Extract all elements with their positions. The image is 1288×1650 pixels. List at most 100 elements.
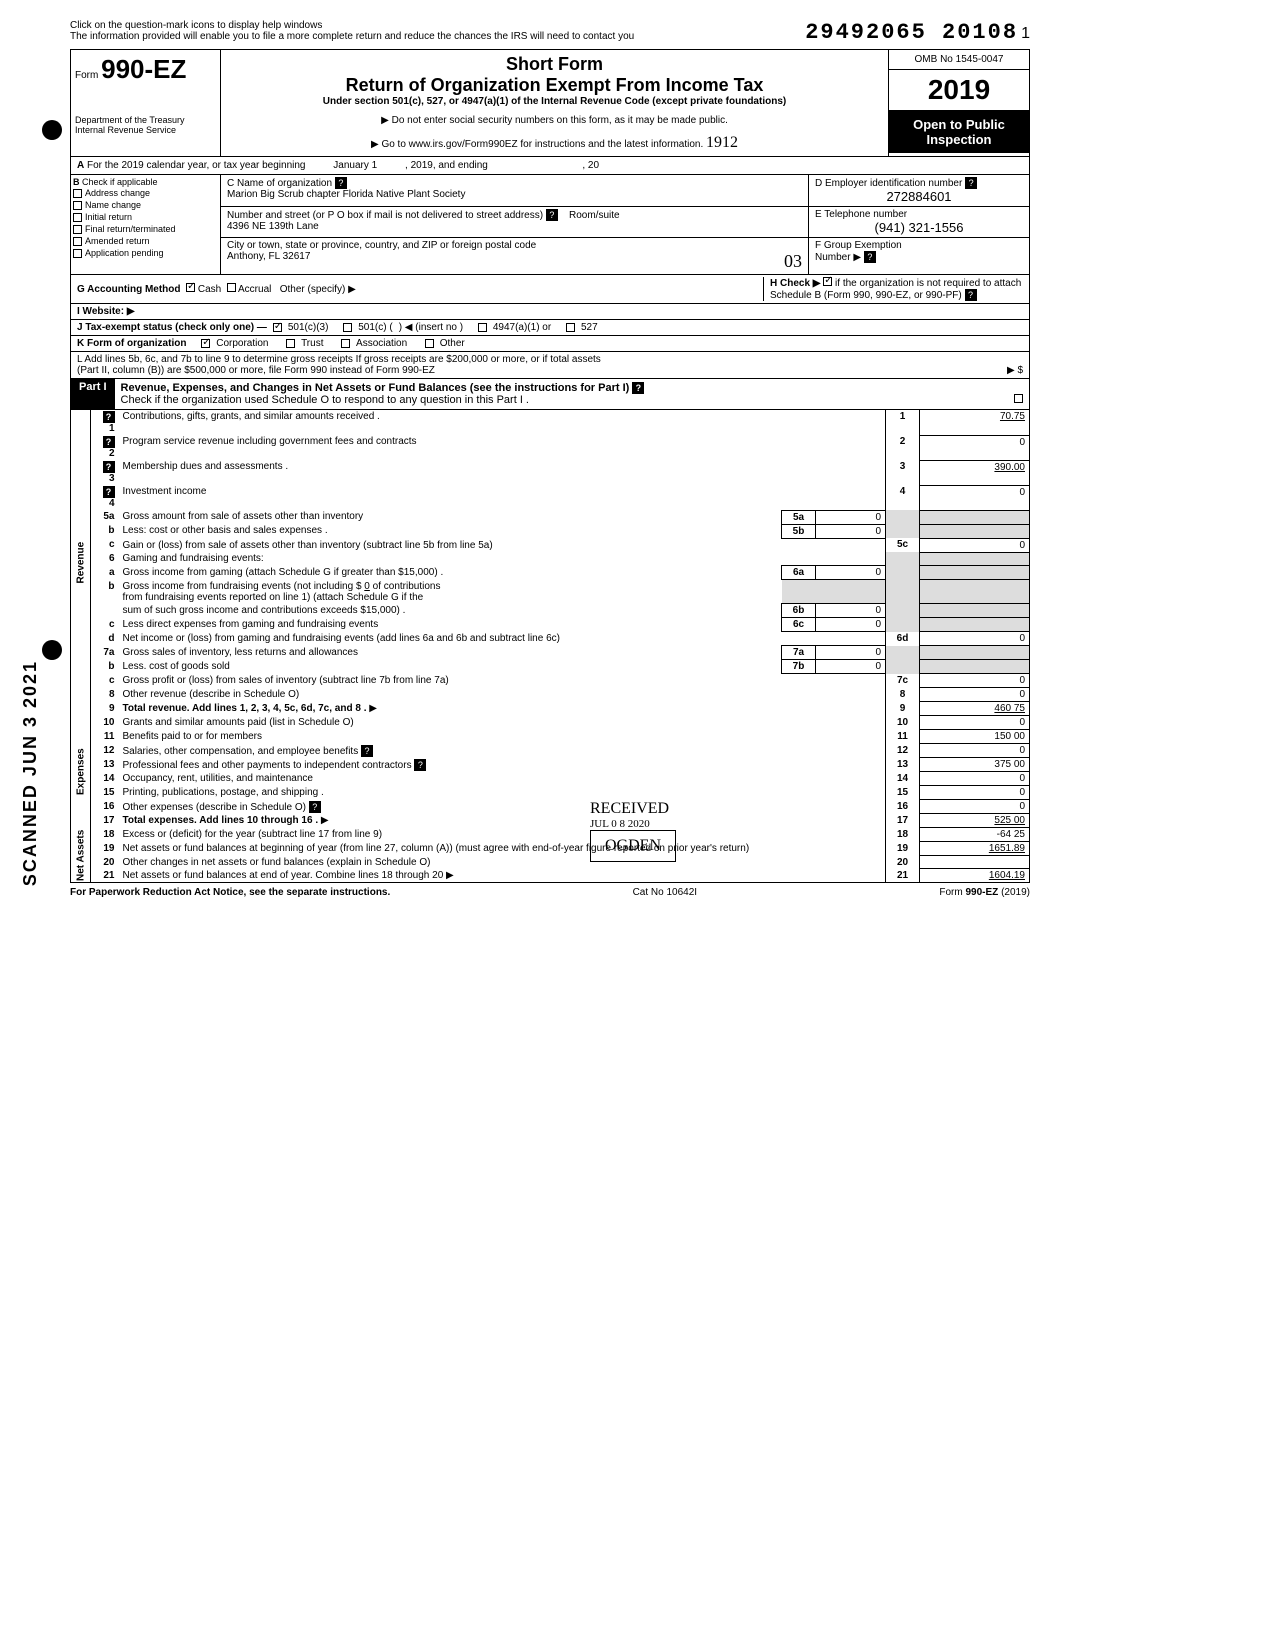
label-f: F Group Exemption [815,240,902,251]
mid-val: 0 [816,618,886,632]
insp-line: Inspection [893,132,1025,147]
chk-label: Address change [85,188,150,198]
street-val: 4396 NE 139th Lane [227,221,319,232]
ln-val: 0 [920,674,1030,688]
chk-addr[interactable]: Address change [73,187,218,199]
a1-label: 4947(a)(1) or [493,322,551,333]
shade [920,510,1030,524]
checkbox-icon[interactable] [73,201,82,210]
shade [920,552,1030,566]
open-public: Open to Public Inspection [889,111,1029,153]
mid-val: 0 [816,524,886,538]
ln-box: 9 [886,702,920,716]
l17d: Total expenses. Add lines 10 through 16 … [123,815,319,826]
chk-name[interactable]: Name change [73,199,218,211]
corp-label: Corporation [216,338,268,349]
label-i: I Website: ▶ [77,306,135,317]
checkbox-4947[interactable] [478,323,487,332]
ln-desc: Less direct expenses from gaming and fun… [119,618,782,632]
ln-desc: Occupancy, rent, utilities, and maintena… [119,772,886,786]
instr-url: ▶ Go to www.irs.gov/Form990EZ for instru… [231,134,878,152]
chk-initial[interactable]: Initial return [73,211,218,223]
shade [920,604,1030,618]
row-h: H Check ▶ if the organization is not req… [763,277,1023,301]
ln-desc: Salaries, other compensation, and employ… [119,744,886,758]
ln-desc: Gross sales of inventory, less returns a… [119,646,782,660]
shade [886,510,920,524]
ln-desc: Gross amount from sale of assets other t… [119,510,782,524]
ln-box: 10 [886,716,920,730]
chk-final[interactable]: Final return/terminated [73,223,218,235]
help-icon[interactable]: ? [546,209,558,221]
ln-desc: Gross income from gaming (attach Schedul… [119,566,782,580]
chk-pending[interactable]: Application pending [73,247,218,259]
checkbox-assoc[interactable] [341,339,350,348]
ln-no: b [91,524,119,538]
ln-val: 0 [920,800,1030,814]
c-city: City or town, state or province, country… [221,238,809,274]
insert-label: ) ◀ (insert no ) [399,322,463,333]
help-icon[interactable]: ? [414,759,426,771]
checkbox-527[interactable] [566,323,575,332]
col-cdef: C Name of organization ? Marion Big Scru… [221,175,1029,274]
shade [920,566,1030,580]
checkbox-icon[interactable] [73,189,82,198]
help-icon[interactable]: ? [864,251,876,263]
help-icon[interactable]: ? [309,801,321,813]
checkbox-trust[interactable] [286,339,295,348]
checkbox-corp[interactable] [201,339,210,348]
help-icon[interactable]: ? [103,461,115,473]
help-icon[interactable]: ? [103,486,115,498]
checkbox-icon[interactable] [73,249,82,258]
form-number: Form 990-EZ [75,54,216,85]
checkbox-501c[interactable] [343,323,352,332]
mid-box: 7a [782,646,816,660]
shade [886,604,920,618]
help-icon[interactable]: ? [965,177,977,189]
checkbox-icon[interactable] [73,225,82,234]
label-addr: Number and street (or P O box if mail is… [227,210,543,221]
ln-desc: Gain or (loss) from sale of assets other… [119,538,886,552]
help-icon[interactable]: ? [103,436,115,448]
ln-val: 0 [920,538,1030,552]
l-line2: (Part II, column (B)) are $500,000 or mo… [77,365,435,376]
c-label: 501(c) ( [358,322,392,333]
checkbox-icon[interactable] [73,237,82,246]
shade [920,524,1030,538]
ln-desc: Other revenue (describe in Schedule O) [119,688,886,702]
ln-desc: Less. cost of goods sold [119,660,782,674]
help-icon[interactable]: ? [965,289,977,301]
other-label: Other (specify) ▶ [280,284,356,295]
ln-val: 0 [920,632,1030,646]
help-icon[interactable]: ? [103,411,115,423]
ln-val: 70.75 [920,410,1030,435]
ln-desc: Professional fees and other payments to … [119,758,886,772]
arrow: ▶ [369,703,377,714]
checkbox-schedO[interactable] [1014,394,1023,403]
ln-no: a [91,566,119,580]
ln-desc: Gross income from fundraising events (no… [119,580,782,604]
checkbox-icon[interactable] [73,213,82,222]
help-icon[interactable]: ? [335,177,347,189]
form-no-val: 990-EZ [101,54,186,84]
l-arrow: ▶ $ [1007,365,1023,376]
checkbox-other[interactable] [425,339,434,348]
checkbox-501c3[interactable] [273,323,282,332]
chk-amended[interactable]: Amended return [73,235,218,247]
dept: Department of the Treasury Internal Reve… [75,115,216,135]
help-icon[interactable]: ? [361,745,373,757]
ln-box: 20 [886,856,920,869]
mid-val: 0 [816,510,886,524]
ln-desc: Total expenses. Add lines 10 through 16 … [119,814,886,828]
d1s: of contributions [373,581,441,592]
row-l: L Add lines 5b, 6c, and 7b to line 9 to … [70,352,1030,379]
label-j: J Tax-exempt status (check only one) — [77,322,267,333]
form-prefix: Form [75,70,98,81]
checkbox-accrual[interactable] [227,283,236,292]
ln-box: 19 [886,842,920,856]
checkbox-cash[interactable] [186,283,195,292]
help-icon[interactable]: ? [632,382,644,394]
hand-note: 1912 [706,134,738,151]
checkbox-h[interactable] [823,277,832,286]
ln-desc: Printing, publications, postage, and shi… [119,786,886,800]
